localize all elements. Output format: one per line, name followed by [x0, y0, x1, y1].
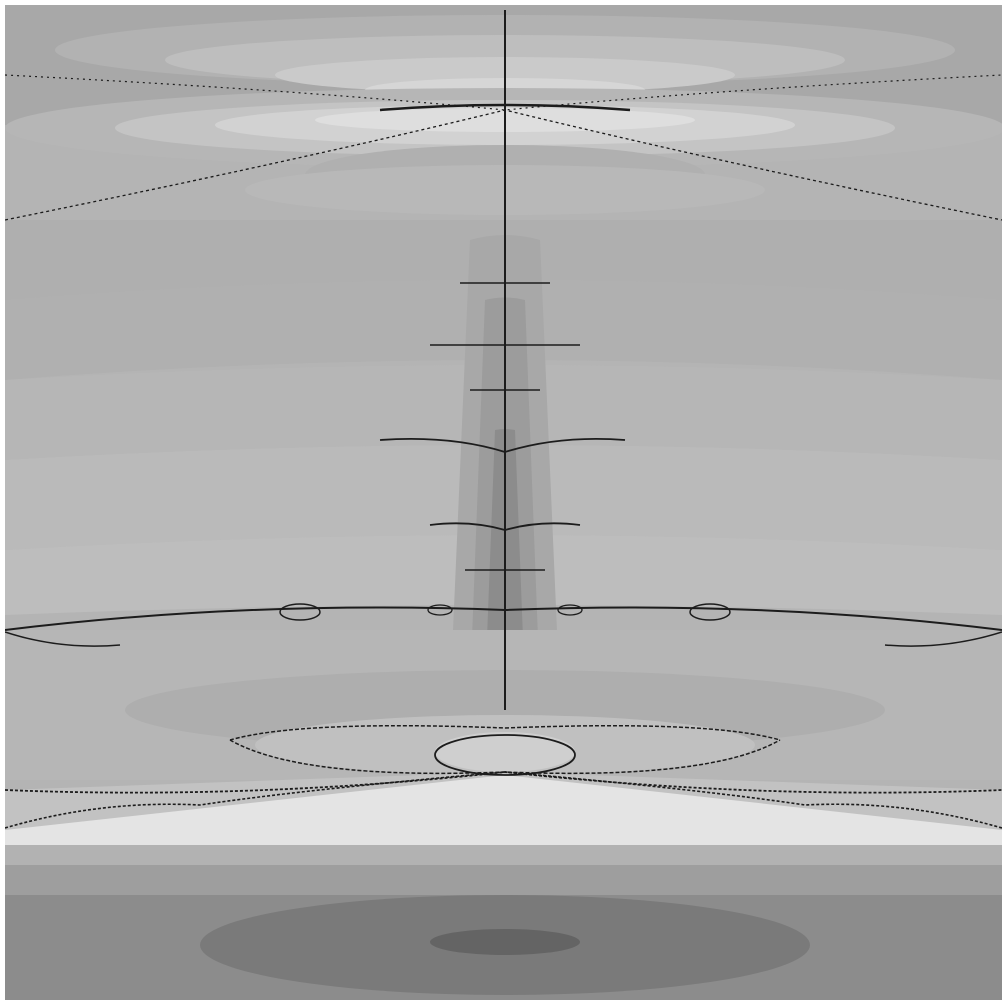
fractal-filaments	[5, 10, 1002, 829]
light-wedge	[5, 775, 1002, 845]
